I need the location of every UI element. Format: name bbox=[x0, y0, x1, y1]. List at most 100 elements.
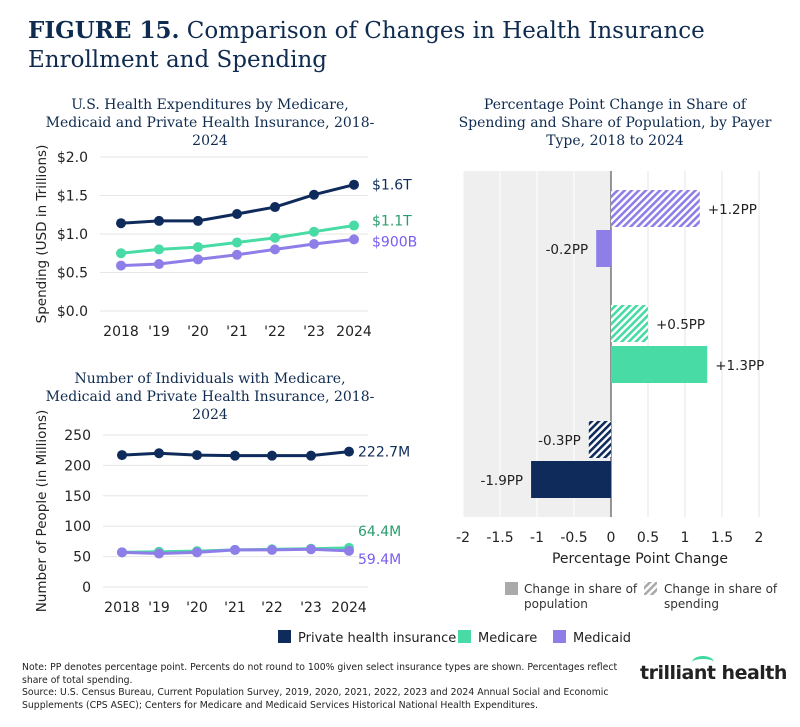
data-point-private bbox=[309, 189, 319, 200]
figure-number: FIGURE 15. bbox=[28, 17, 180, 44]
x-tick-label: 2018 bbox=[104, 600, 140, 616]
footer-source: Source: U.S. Census Bureau, Current Popu… bbox=[22, 687, 609, 711]
data-point-private bbox=[270, 202, 280, 213]
bar-private-spending bbox=[588, 421, 611, 458]
data-point-private bbox=[349, 179, 359, 190]
bar-medicare-spending bbox=[611, 305, 648, 342]
x-tick-label: '19 bbox=[148, 324, 170, 340]
data-point-medicare bbox=[116, 248, 126, 259]
x-tick-label: '20 bbox=[187, 324, 209, 340]
data-point-medicaid bbox=[306, 544, 316, 555]
x-tick-label: 0.5 bbox=[637, 530, 659, 546]
legend-label-private: Private health insurance bbox=[298, 631, 456, 646]
x-tick-label: -1 bbox=[530, 530, 544, 546]
legend-swatch-spending bbox=[644, 582, 657, 595]
y-tick-label: $2.0 bbox=[57, 150, 88, 166]
y-axis-label: Number of People (in Millions) bbox=[34, 410, 50, 613]
x-tick-label: '21 bbox=[224, 600, 246, 616]
bar-label-medicaid-population: -0.2PP bbox=[546, 242, 589, 258]
bar-label-private-spending: -0.3PP bbox=[538, 433, 581, 449]
pp-change-chart-title: Percentage Point Change in Share of Spen… bbox=[458, 97, 772, 149]
legend-label-medicaid: Medicaid bbox=[573, 631, 631, 646]
data-point-medicare bbox=[193, 242, 203, 253]
data-point-medicaid bbox=[232, 249, 242, 260]
bar-medicaid-spending bbox=[611, 190, 700, 227]
end-label-medicaid: 59.4M bbox=[358, 552, 401, 568]
data-point-medicaid bbox=[117, 547, 127, 558]
data-point-private bbox=[232, 208, 242, 219]
legend-label-medicare: Medicare bbox=[478, 631, 537, 646]
data-point-medicaid bbox=[344, 545, 354, 556]
x-tick-label: -0.5 bbox=[560, 530, 587, 546]
x-tick-label: '21 bbox=[226, 324, 248, 340]
y-tick-label: 200 bbox=[64, 458, 91, 474]
data-point-medicare bbox=[270, 232, 280, 243]
data-point-medicaid bbox=[154, 259, 164, 270]
end-label-medicaid: $900B bbox=[372, 234, 417, 250]
y-tick-label: 150 bbox=[64, 489, 91, 505]
end-label-private: 222.7M bbox=[358, 445, 410, 461]
bar-medicare-population bbox=[611, 346, 708, 383]
data-point-medicaid bbox=[230, 544, 240, 555]
x-tick-label: 1 bbox=[681, 530, 690, 546]
legend-swatch-population bbox=[505, 582, 518, 595]
bar-medicaid-population bbox=[596, 230, 611, 267]
bar-private-population bbox=[531, 461, 611, 498]
x-tick-label: '22 bbox=[261, 600, 283, 616]
x-tick-label: -1.5 bbox=[486, 530, 513, 546]
data-point-medicare bbox=[349, 220, 359, 231]
x-axis-label: Percentage Point Change bbox=[552, 551, 728, 567]
x-tick-label: 2024 bbox=[336, 324, 372, 340]
y-tick-label: 100 bbox=[64, 519, 91, 535]
x-tick-label: '23 bbox=[303, 324, 325, 340]
y-axis-label: Spending (USD in Trillions) bbox=[34, 145, 50, 324]
bar-label-medicare-population: +1.3PP bbox=[715, 358, 764, 374]
data-point-private bbox=[154, 215, 164, 226]
data-point-medicaid bbox=[154, 548, 164, 559]
y-tick-label: $0.5 bbox=[57, 266, 88, 282]
y-tick-label: $1.0 bbox=[57, 227, 88, 243]
data-point-medicare bbox=[232, 237, 242, 248]
x-tick-label: 2024 bbox=[331, 600, 367, 616]
data-point-private bbox=[306, 450, 316, 461]
data-point-medicaid bbox=[193, 254, 203, 265]
y-tick-label: $0.0 bbox=[57, 304, 88, 320]
x-tick-label: 0 bbox=[607, 530, 616, 546]
data-point-private bbox=[230, 450, 240, 461]
trilliant-health-logo: trilliant health bbox=[640, 656, 787, 684]
end-label-medicare: 64.4M bbox=[358, 524, 401, 540]
legend-swatch-private bbox=[278, 630, 291, 643]
data-point-medicaid bbox=[349, 234, 359, 245]
footer-notes: Note: PP denotes percentage point. Perce… bbox=[22, 662, 622, 712]
figure-title-text: Comparison of Changes in Health Insuranc… bbox=[28, 18, 705, 73]
x-tick-label: '22 bbox=[264, 324, 286, 340]
legend-swatch-medicaid bbox=[553, 630, 566, 643]
data-point-medicaid bbox=[116, 260, 126, 271]
data-point-medicaid bbox=[192, 547, 202, 558]
data-point-medicare bbox=[309, 226, 319, 237]
y-tick-label: 0 bbox=[82, 580, 91, 596]
x-tick-label: '19 bbox=[148, 600, 170, 616]
x-tick-label: '23 bbox=[300, 600, 322, 616]
footer-note: Note: PP denotes percentage point. Perce… bbox=[22, 662, 618, 686]
data-point-private bbox=[116, 218, 126, 229]
data-point-private bbox=[344, 446, 354, 457]
x-tick-label: '20 bbox=[186, 600, 208, 616]
enrollment-chart-title: Number of Individuals with Medicare, Med… bbox=[45, 371, 375, 423]
bar-label-medicaid-spending: +1.2PP bbox=[708, 202, 757, 218]
data-point-private bbox=[267, 450, 277, 461]
data-point-private bbox=[117, 450, 127, 461]
legend-swatch-medicare bbox=[458, 630, 471, 643]
x-tick-label: -2 bbox=[456, 530, 470, 546]
y-tick-label: $1.5 bbox=[57, 189, 88, 205]
bar-label-private-population: -1.9PP bbox=[480, 473, 523, 489]
x-tick-label: 1.5 bbox=[711, 530, 733, 546]
end-label-private: $1.6T bbox=[372, 178, 412, 194]
data-point-medicaid bbox=[267, 544, 277, 555]
legend-label-population: Change in share of population bbox=[524, 582, 638, 611]
end-label-medicare: $1.1T bbox=[372, 214, 412, 230]
y-tick-label: 250 bbox=[64, 428, 91, 444]
x-tick-label: 2 bbox=[755, 530, 764, 546]
data-point-medicaid bbox=[270, 244, 280, 255]
